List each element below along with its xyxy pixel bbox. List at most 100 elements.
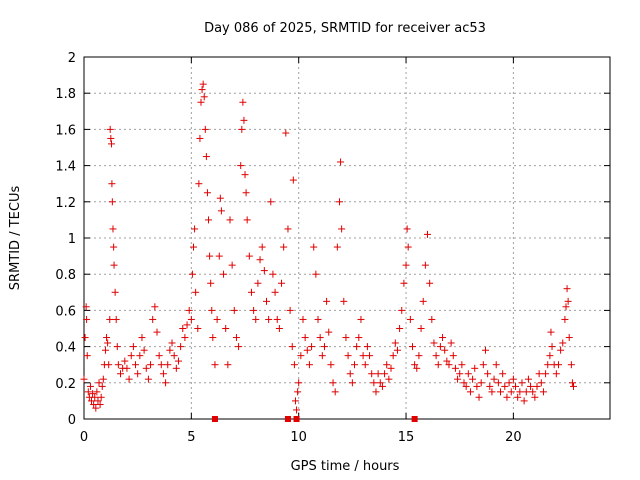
data-point (101, 346, 109, 354)
data-point (81, 334, 89, 342)
data-point (368, 370, 376, 378)
data-point (179, 325, 187, 332)
y-tick-label: 0 (68, 413, 76, 428)
data-point (447, 339, 455, 347)
data-point (404, 243, 412, 251)
data-point (333, 243, 341, 251)
data-point (310, 243, 318, 251)
data-point (385, 375, 393, 383)
data-point (172, 364, 180, 372)
x-tick-label: 20 (505, 430, 522, 445)
data-point (441, 346, 449, 354)
data-point (123, 364, 131, 372)
data-point (312, 270, 320, 278)
data-point (265, 315, 273, 323)
data-point (466, 388, 474, 396)
data-point (359, 352, 367, 360)
data-point (400, 279, 408, 287)
data-point (516, 388, 524, 396)
data-point (132, 361, 140, 369)
data-point (548, 343, 556, 351)
data-point (129, 343, 137, 351)
data-point (250, 306, 258, 314)
data-point (338, 225, 346, 233)
data-point (280, 243, 288, 251)
data-point (554, 361, 562, 369)
data-point (562, 303, 570, 311)
data-point (157, 361, 165, 369)
data-point (189, 243, 197, 251)
data-point (518, 379, 526, 387)
data-point (424, 230, 432, 238)
data-point (97, 393, 105, 401)
data-point (512, 382, 520, 390)
data-point (103, 334, 111, 342)
data-point (484, 370, 492, 378)
data-point (211, 361, 219, 369)
data-point (125, 375, 133, 383)
data-point (108, 180, 116, 188)
data-point (198, 86, 206, 94)
data-point (490, 375, 498, 383)
data-point (529, 388, 537, 396)
data-point (428, 315, 436, 323)
data-point (110, 261, 118, 269)
data-point (86, 382, 94, 390)
x-tick-label: 5 (187, 430, 195, 445)
data-point (260, 267, 268, 275)
data-point (258, 243, 266, 251)
data-point (531, 393, 539, 401)
data-point (113, 343, 121, 351)
y-tick-label: 1.8 (55, 87, 76, 102)
data-point (449, 352, 457, 360)
data-point (552, 370, 560, 378)
data-point (185, 306, 193, 314)
data-point (286, 306, 294, 314)
data-point (144, 375, 152, 383)
data-point (207, 279, 215, 287)
data-point (213, 315, 221, 323)
data-point (151, 303, 159, 311)
data-point (107, 134, 115, 142)
data-point (136, 352, 144, 360)
data-point (166, 346, 174, 354)
x-tick-label: 0 (80, 430, 88, 445)
data-point (254, 279, 262, 287)
data-point (570, 382, 578, 390)
data-point (197, 98, 205, 106)
data-point (473, 382, 481, 390)
data-point (228, 261, 236, 269)
x-axis-ticks: 0 5 10 15 20 (80, 57, 522, 445)
data-point (142, 364, 150, 372)
data-point (564, 297, 572, 305)
data-point (492, 361, 500, 369)
data-point (191, 225, 199, 233)
data-point (430, 339, 438, 347)
data-point (458, 361, 466, 369)
data-point (91, 393, 99, 401)
data-point (159, 370, 167, 378)
data-point (116, 370, 124, 378)
data-point (335, 198, 343, 206)
data-point (299, 315, 307, 323)
y-tick-label: 1.2 (55, 196, 76, 211)
data-point (471, 364, 479, 372)
data-point (232, 334, 240, 342)
data-point (503, 393, 511, 401)
data-point (80, 375, 88, 383)
data-point (247, 288, 255, 296)
data-point (82, 303, 90, 311)
data-point (391, 339, 399, 347)
data-point (209, 334, 217, 342)
data-point (546, 352, 554, 360)
data-point (237, 162, 245, 170)
data-point (563, 285, 571, 293)
data-point (460, 379, 468, 387)
data-point (378, 382, 386, 390)
data-point (222, 325, 230, 332)
data-point (329, 379, 337, 387)
data-point (537, 379, 545, 387)
data-point (381, 370, 389, 378)
x-tick-label: 15 (398, 430, 415, 445)
